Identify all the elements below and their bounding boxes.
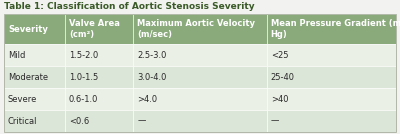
Bar: [65, 14, 133, 44]
Text: 2.5-3.0: 2.5-3.0: [137, 51, 167, 59]
Bar: [267, 110, 396, 132]
Text: Mean Pressure Gradient (mm
Hg): Mean Pressure Gradient (mm Hg): [271, 19, 400, 39]
Text: Maximum Aortic Velocity
(m/sec): Maximum Aortic Velocity (m/sec): [137, 19, 255, 39]
Text: —: —: [271, 116, 279, 126]
Bar: [267, 14, 396, 44]
Text: 0.6-1.0: 0.6-1.0: [69, 94, 98, 103]
Text: >4.0: >4.0: [137, 94, 158, 103]
Bar: [267, 66, 396, 88]
Text: 3.0-4.0: 3.0-4.0: [137, 72, 167, 81]
Text: Moderate: Moderate: [8, 72, 48, 81]
Text: Severity: Severity: [8, 25, 48, 34]
Bar: [133, 14, 267, 44]
Text: 25-40: 25-40: [271, 72, 295, 81]
Bar: [65, 110, 133, 132]
Bar: [65, 44, 133, 66]
Bar: [4, 88, 65, 110]
Text: Valve Area
(cm²): Valve Area (cm²): [69, 19, 120, 39]
Text: Mild: Mild: [8, 51, 25, 59]
Text: >40: >40: [271, 94, 288, 103]
Bar: [133, 110, 267, 132]
Text: Table 1: Classification of Aortic Stenosis Severity: Table 1: Classification of Aortic Stenos…: [4, 2, 255, 11]
Text: Severe: Severe: [8, 94, 37, 103]
Bar: [267, 44, 396, 66]
Bar: [65, 88, 133, 110]
Text: —: —: [137, 116, 146, 126]
Bar: [4, 14, 65, 44]
Bar: [65, 66, 133, 88]
Bar: [4, 14, 396, 132]
Bar: [4, 44, 65, 66]
Text: <0.6: <0.6: [69, 116, 89, 126]
Bar: [133, 44, 267, 66]
Bar: [4, 110, 65, 132]
Bar: [267, 88, 396, 110]
Bar: [4, 66, 65, 88]
Text: 1.0-1.5: 1.0-1.5: [69, 72, 98, 81]
Bar: [133, 66, 267, 88]
Text: Critical: Critical: [8, 116, 38, 126]
Text: 1.5-2.0: 1.5-2.0: [69, 51, 98, 59]
Text: <25: <25: [271, 51, 288, 59]
Bar: [133, 88, 267, 110]
